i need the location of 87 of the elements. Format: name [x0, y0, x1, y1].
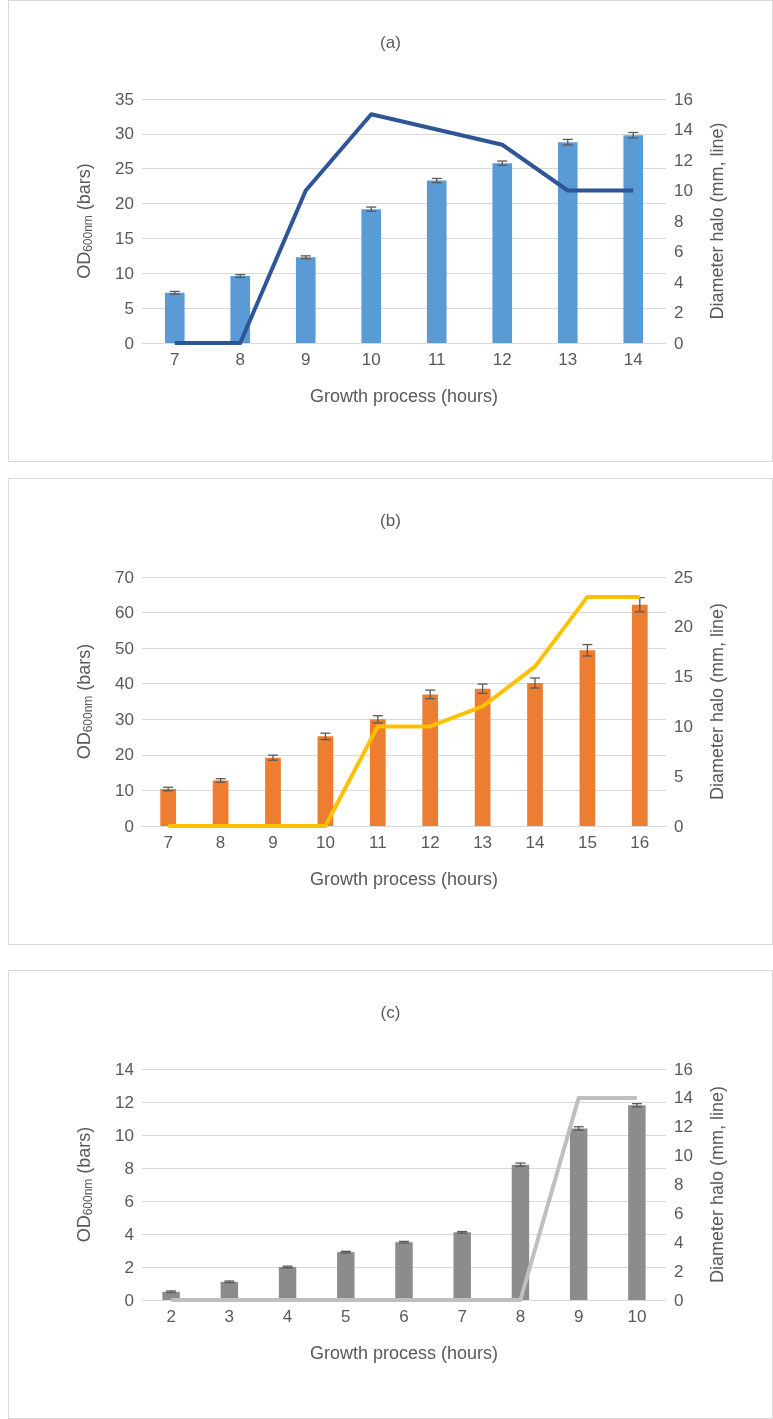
y2-tick-label: 25 — [674, 567, 693, 587]
x-tick-label: 2 — [166, 1307, 176, 1326]
x-tick-label: 7 — [170, 350, 180, 369]
y2-tick-label: 15 — [674, 667, 693, 687]
y-tick-label: 0 — [124, 1290, 134, 1310]
y-tick-label: 6 — [124, 1191, 134, 1211]
y2-axis-title: Diameter halo (mm, line) — [707, 602, 727, 801]
x-axis-title: Growth process (hours) — [309, 1343, 499, 1363]
x-tick-label: 16 — [630, 833, 650, 852]
y-tick-label: 0 — [124, 816, 134, 836]
x-tick-label: 5 — [341, 1307, 351, 1326]
y-tick-label: 35 — [115, 89, 134, 109]
y-axis-title: OD600nm (bars) — [74, 1126, 95, 1243]
y-tick-label: 4 — [124, 1224, 134, 1244]
chart-title: (a) — [380, 33, 401, 52]
y2-tick-label: 4 — [674, 272, 684, 292]
y2-tick-label: 6 — [674, 1203, 684, 1223]
y2-tick-label: 10 — [674, 181, 693, 200]
y-tick-label: 12 — [115, 1092, 134, 1112]
x-tick-label: 9 — [268, 833, 278, 852]
y2-tick-label: 16 — [674, 1059, 693, 1079]
y-tick-label: 20 — [115, 194, 134, 214]
x-tick-label: 9 — [301, 350, 311, 369]
x-axis-title: Growth process (hours) — [309, 869, 499, 889]
y-tick-label: 10 — [115, 263, 134, 283]
x-tick-label: 8 — [215, 833, 226, 852]
y-tick-label: 2 — [124, 1257, 134, 1277]
y2-tick-label: 20 — [674, 617, 693, 637]
y-tick-label: 10 — [115, 780, 134, 800]
y-tick-label: 25 — [115, 159, 134, 179]
y2-axis-title: Diameter halo (mm, line) — [707, 1085, 727, 1284]
x-tick-label: 10 — [361, 350, 381, 369]
y2-tick-label: 2 — [674, 1261, 684, 1281]
x-tick-label: 8 — [515, 1307, 526, 1326]
x-tick-label: 4 — [282, 1307, 293, 1326]
y-tick-label: 10 — [115, 1125, 134, 1145]
y2-tick-label: 10 — [674, 716, 693, 736]
y-tick-label: 60 — [115, 603, 134, 623]
x-tick-label: 7 — [457, 1307, 467, 1326]
y-tick-label: 5 — [124, 298, 134, 318]
y2-tick-label: 0 — [674, 816, 684, 836]
y2-tick-label: 12 — [674, 1117, 693, 1137]
y2-axis-title: Diameter halo (mm, line) — [707, 122, 727, 320]
x-axis-title: Growth process (hours) — [309, 386, 499, 406]
chart-title: (c) — [380, 1003, 401, 1022]
x-tick-label: 11 — [368, 833, 387, 852]
y-tick-label: 30 — [115, 124, 134, 144]
y2-tick-label: 14 — [674, 1088, 693, 1108]
x-tick-label: 11 — [427, 350, 446, 369]
y2-tick-label: 4 — [674, 1232, 684, 1252]
y-axis-title: OD600nm (bars) — [74, 163, 95, 279]
y2-tick-label: 6 — [674, 242, 684, 261]
x-tick-label: 3 — [224, 1307, 235, 1326]
y-tick-label: 14 — [115, 1059, 134, 1079]
x-tick-label: 12 — [492, 350, 512, 369]
y-tick-label: 0 — [124, 333, 134, 353]
y-tick-label: 30 — [115, 709, 134, 729]
x-tick-label: 7 — [163, 833, 173, 852]
x-tick-label: 14 — [623, 350, 643, 369]
y-tick-label: 50 — [115, 638, 134, 658]
x-tick-label: 15 — [577, 833, 597, 852]
chart-title: (b) — [380, 511, 401, 530]
y2-tick-label: 14 — [674, 120, 693, 139]
x-tick-label: 13 — [473, 833, 493, 852]
x-tick-label: 12 — [420, 833, 440, 852]
y-tick-label: 15 — [115, 228, 134, 248]
y2-tick-label: 2 — [674, 303, 684, 322]
x-tick-label: 13 — [558, 350, 578, 369]
y2-tick-label: 10 — [674, 1146, 693, 1166]
x-tick-label: 10 — [627, 1307, 647, 1326]
x-tick-label: 14 — [525, 833, 545, 852]
y-tick-label: 70 — [115, 567, 134, 587]
y2-tick-label: 8 — [674, 211, 684, 231]
y2-tick-label: 16 — [674, 89, 693, 109]
y2-tick-label: 0 — [674, 333, 684, 353]
y-tick-label: 40 — [115, 674, 134, 694]
y2-tick-label: 12 — [674, 150, 693, 170]
y2-tick-label: 8 — [674, 1175, 684, 1194]
y-tick-label: 8 — [124, 1158, 134, 1178]
y2-tick-label: 5 — [674, 766, 684, 786]
y-tick-label: 20 — [115, 745, 134, 765]
x-tick-label: 6 — [399, 1307, 409, 1326]
x-tick-label: 9 — [573, 1307, 584, 1326]
x-tick-label: 8 — [235, 350, 245, 369]
y-axis-title: OD600nm (bars) — [74, 643, 95, 760]
y2-tick-label: 0 — [674, 1290, 684, 1310]
x-tick-label: 10 — [315, 833, 335, 852]
